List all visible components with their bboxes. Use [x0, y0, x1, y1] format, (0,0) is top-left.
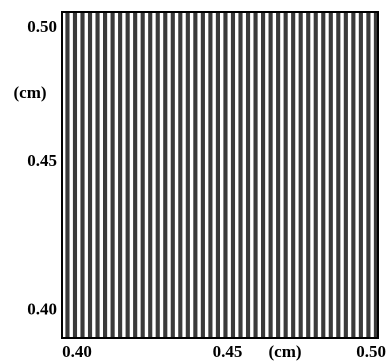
stripe — [103, 12, 108, 338]
stripe — [298, 12, 303, 338]
plot-area — [61, 11, 379, 339]
stripe — [230, 12, 236, 338]
stripe — [223, 12, 228, 338]
x-tick-label: 0.50 — [356, 342, 386, 361]
stripe — [343, 12, 348, 338]
stripe — [358, 12, 363, 338]
stripe — [163, 12, 168, 338]
stripe — [193, 12, 198, 338]
stripe — [328, 12, 333, 338]
y-tick-label: 0.50 — [27, 17, 57, 36]
stripe — [313, 12, 318, 338]
stripe — [336, 12, 341, 338]
y-tick-label: 0.45 — [27, 151, 57, 170]
stripe — [110, 12, 115, 338]
stripe — [366, 12, 371, 338]
stripe — [245, 12, 251, 338]
stripe — [170, 12, 175, 338]
stripe — [200, 12, 205, 338]
x-tick-label: 0.45 — [213, 342, 243, 361]
stripe — [276, 12, 281, 338]
stripe — [155, 12, 160, 338]
stripe — [373, 12, 378, 338]
stripe — [95, 12, 100, 338]
stripe — [125, 12, 130, 338]
stripe — [306, 12, 311, 338]
x-axis-unit: (cm) — [268, 342, 301, 361]
x-tick-label: 0.40 — [62, 342, 92, 361]
y-axis-unit: (cm) — [13, 83, 46, 102]
stripe — [140, 12, 145, 338]
stripe — [80, 12, 85, 338]
stripe — [178, 12, 183, 338]
stripe — [321, 12, 326, 338]
stripe — [351, 12, 356, 338]
x-axis-ticks: 0.40 0.45 0.50 — [62, 342, 386, 361]
stripe — [118, 12, 123, 338]
stripe — [65, 12, 70, 338]
stripe — [72, 12, 78, 338]
stripe — [87, 12, 93, 338]
stripe — [215, 12, 220, 338]
stripe — [148, 12, 153, 338]
stripe — [208, 12, 213, 338]
plot-frame — [61, 11, 379, 339]
y-tick-label: 0.40 — [27, 299, 57, 318]
stripe — [291, 12, 296, 338]
y-axis-ticks: 0.40 0.45 0.50 — [27, 17, 57, 318]
stripe — [268, 12, 273, 338]
stripe — [253, 12, 258, 338]
stripe — [133, 12, 138, 338]
stripe — [185, 12, 190, 338]
stripe — [238, 12, 243, 338]
stripe — [283, 12, 288, 338]
stripe — [261, 12, 266, 338]
